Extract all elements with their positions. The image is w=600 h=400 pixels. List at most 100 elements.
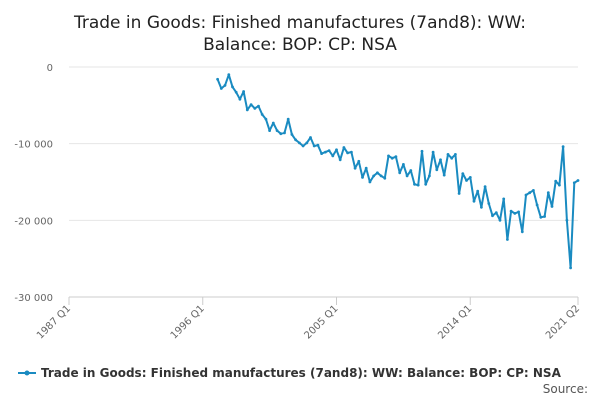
data-point[interactable] [520,230,524,234]
data-point[interactable] [532,189,535,192]
data-point[interactable] [264,117,268,121]
data-point[interactable] [461,172,465,176]
data-point[interactable] [506,238,509,241]
data-point[interactable] [487,202,491,205]
data-point[interactable] [312,144,316,148]
data-point[interactable] [338,158,342,162]
data-point[interactable] [216,77,220,81]
data-point[interactable] [543,215,546,218]
data-point[interactable] [546,191,550,195]
data-point[interactable] [234,90,238,94]
data-point[interactable] [275,129,279,133]
data-point[interactable] [357,159,361,163]
data-point[interactable] [372,174,376,178]
data-point[interactable] [416,183,420,187]
data-point[interactable] [353,166,357,170]
data-point[interactable] [528,191,532,195]
data-point[interactable] [431,150,435,154]
data-point[interactable] [402,163,405,166]
data-point[interactable] [502,197,506,201]
data-point[interactable] [394,155,398,159]
data-point[interactable] [472,199,476,203]
data-point[interactable] [483,185,487,189]
data-point[interactable] [290,133,294,136]
data-point[interactable] [413,182,416,186]
data-point[interactable] [450,156,454,160]
data-point[interactable] [327,149,331,153]
data-point[interactable] [219,87,223,90]
data-point[interactable] [390,156,394,160]
data-point[interactable] [517,210,520,214]
data-point[interactable] [309,136,312,139]
data-point[interactable] [535,203,539,207]
data-point[interactable] [468,176,472,179]
data-point[interactable] [335,148,338,152]
data-point[interactable] [242,90,246,93]
data-point[interactable] [298,141,301,145]
data-point[interactable] [558,183,561,187]
data-point[interactable] [576,179,580,182]
data-point[interactable] [268,129,271,133]
data-point[interactable] [376,171,379,175]
data-point[interactable] [561,145,565,149]
data-point[interactable] [569,266,572,270]
data-point[interactable] [320,152,323,156]
data-point[interactable] [491,214,494,218]
data-point[interactable] [368,180,372,184]
data-point[interactable] [283,131,286,135]
data-point[interactable] [305,141,309,145]
data-point[interactable] [245,108,249,112]
data-point[interactable] [253,107,257,110]
data-point[interactable] [387,154,390,158]
data-point[interactable] [316,143,320,147]
data-point[interactable] [513,212,517,215]
data-point[interactable] [539,215,543,219]
data-point[interactable] [260,113,264,116]
data-point[interactable] [435,168,439,172]
data-point[interactable] [424,182,428,186]
data-point[interactable] [294,138,297,142]
data-point[interactable] [480,205,483,209]
data-point[interactable] [454,153,457,156]
data-point[interactable] [524,193,528,197]
data-point[interactable] [379,174,383,178]
data-point[interactable] [554,179,558,183]
data-point[interactable] [498,218,502,222]
data-point[interactable] [565,218,569,222]
data-point[interactable] [465,179,468,182]
legend[interactable]: Trade in Goods: Finished manufactures (7… [18,366,562,380]
data-point[interactable] [439,158,442,162]
data-point[interactable] [346,151,349,155]
data-point[interactable] [361,176,364,179]
data-point[interactable] [324,150,327,154]
data-point[interactable] [227,73,231,77]
data-point[interactable] [279,132,283,136]
data-point[interactable] [398,171,402,175]
data-point[interactable] [476,189,480,193]
data-point[interactable] [238,97,242,101]
data-point[interactable] [509,209,513,213]
data-point[interactable] [420,149,424,153]
data-point[interactable] [271,121,275,125]
data-point[interactable] [249,103,253,106]
source-label[interactable]: Source: [543,382,588,396]
data-point[interactable] [231,85,234,89]
data-point[interactable] [350,150,353,154]
data-point[interactable] [383,176,387,180]
data-point[interactable] [409,169,413,172]
data-point[interactable] [442,173,446,177]
data-point[interactable] [494,211,498,215]
data-point[interactable] [223,84,227,87]
data-point[interactable] [331,154,335,158]
data-point[interactable] [286,117,290,121]
data-point[interactable] [428,174,431,178]
data-point[interactable] [446,153,450,156]
data-point[interactable] [342,146,346,149]
data-point[interactable] [405,174,409,178]
data-point[interactable] [301,144,305,148]
data-point[interactable] [457,192,461,195]
data-point[interactable] [364,166,368,170]
data-point[interactable] [257,104,260,108]
data-point[interactable] [550,205,554,208]
data-point[interactable] [572,181,576,185]
